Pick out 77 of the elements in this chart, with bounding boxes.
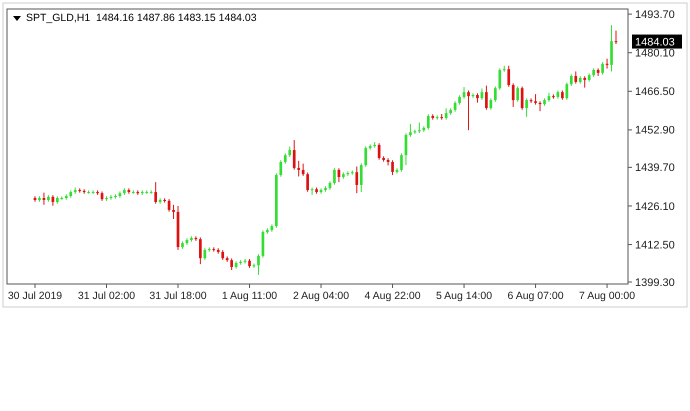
candlestick: [426, 114, 430, 130]
candlestick: [507, 65, 510, 88]
x-tick-label: 1 Aug 11:00: [222, 290, 278, 302]
candlestick: [418, 122, 421, 134]
candlestick: [306, 172, 309, 192]
candlestick: [601, 62, 604, 76]
candlestick: [512, 82, 515, 108]
candlestick: [360, 162, 363, 193]
candlestick: [462, 86, 466, 100]
candlestick: [490, 98, 492, 110]
candlestick: [42, 192, 46, 206]
candlestick: [262, 230, 264, 258]
candlestick: [168, 198, 170, 212]
candlestick: [610, 24, 613, 72]
y-tick-label: 1480.10: [635, 48, 675, 60]
candlestick: [520, 86, 524, 110]
candlestick: [284, 152, 287, 164]
candlestick: [378, 142, 380, 160]
candlestick: [400, 152, 403, 172]
x-tick-label: 31 Jul 18:00: [149, 290, 207, 302]
candlestick: [154, 182, 158, 204]
candlestick: [516, 86, 520, 102]
text: 1484.03: [635, 36, 675, 48]
candlestick: [583, 76, 586, 88]
candlestick: [288, 146, 292, 158]
candlestick: [279, 160, 282, 178]
candlestick: [444, 108, 448, 120]
x-tick-label: 6 Aug 07:00: [508, 290, 564, 302]
y-tick-label: 1412.50: [635, 239, 675, 252]
candlestick: [199, 236, 202, 265]
candlestick: [494, 86, 497, 102]
chart-title: SPT_GLD,H1 1484.16 1487.86 1483.15 1484.03: [26, 12, 257, 24]
candlestick: [534, 94, 537, 106]
candlestick: [566, 82, 568, 100]
candlestick: [538, 100, 542, 112]
y-tick-label: 1466.50: [635, 86, 675, 98]
candlestick: [485, 85, 488, 110]
x-tick-label: 30 Jul 2019: [8, 290, 62, 302]
candlestick: [100, 190, 104, 202]
candlestick: [338, 168, 340, 183]
y-tick-label: 1426.10: [635, 200, 675, 213]
candlestick: [467, 90, 470, 131]
candlestick: [458, 94, 461, 106]
x-tick-label: 7 Aug 00:00: [579, 290, 636, 302]
candlestick: [230, 258, 233, 271]
candlestick: [172, 204, 175, 220]
candlestick: [333, 168, 336, 186]
candlestick: [404, 132, 408, 166]
x-tick-label: 4 Aug 22:00: [364, 290, 421, 302]
candlestick: [364, 146, 368, 168]
candlestick: [409, 123, 412, 138]
candlestick: [570, 74, 573, 86]
candlestick: [548, 92, 550, 102]
y-tick-label: 1452.90: [635, 124, 675, 137]
candlestick: [606, 58, 608, 70]
candlestick: [257, 254, 260, 276]
candlestick: [498, 68, 502, 90]
candlestick: [355, 166, 358, 194]
candlestick: [614, 30, 618, 45]
x-tick-label: 5 Aug 14:00: [436, 290, 492, 302]
candlestick: [221, 250, 224, 260]
y-tick-label: 1399.30: [635, 276, 675, 289]
candlestick: [574, 70, 578, 84]
candlestick: [476, 92, 479, 104]
y-tick-label: 1493.70: [635, 8, 675, 21]
candlestick: [391, 160, 394, 176]
candlestick: [292, 140, 296, 170]
x-tick-label: 2 Aug 04:00: [293, 290, 350, 302]
y-tick-label: 1439.70: [635, 162, 675, 174]
candlestick: [480, 88, 484, 100]
candlestick: [52, 194, 54, 206]
candlestick: [297, 160, 300, 177]
x-tick-label: 31 Jul 02:00: [78, 290, 136, 302]
candlestick: [454, 100, 456, 112]
candlestick: [525, 98, 528, 118]
candlestick: [203, 248, 206, 260]
candlestick: [561, 90, 564, 100]
